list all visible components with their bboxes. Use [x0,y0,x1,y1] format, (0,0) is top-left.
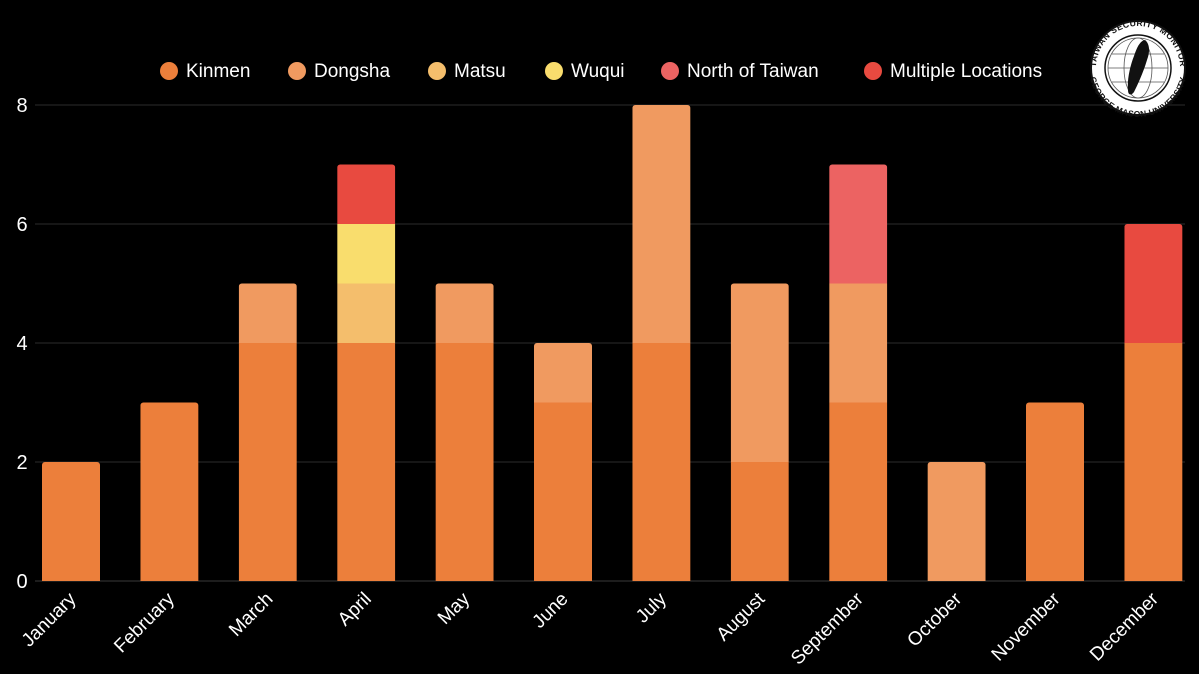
bar-segment-kinmen [632,343,691,581]
bar-stack-may [435,283,494,581]
bar-segment-kinmen [238,343,297,581]
bar-stack-september [829,164,888,581]
x-axis-labels: January February March April May June July Augu… [18,588,1164,669]
bar-stack-november [1026,402,1084,581]
bar-segment-north-of-taiwan [829,164,888,284]
taiwan-island-icon [1127,40,1150,95]
legend-swatch [288,62,306,80]
x-category-label: July [632,588,671,627]
legend-label: Kinmen [186,61,250,82]
bar-segment-matsu [337,283,396,343]
bar-segment-multiple-locations [1124,224,1183,343]
legend-swatch [661,62,679,80]
x-category-label: February [110,588,179,657]
bar-segment-kinmen [1124,343,1183,581]
legend-swatch [545,62,563,80]
bar-stack-march [238,283,297,581]
bar-segment-dongsha [829,283,888,403]
bar-segment-kinmen [534,402,592,581]
legend-label: Dongsha [314,61,390,82]
legend-label: Wuqui [571,61,625,82]
x-category-label: June [529,589,573,633]
y-tick-label: 8 [16,95,27,117]
bar-segment-multiple-locations [337,164,396,224]
taiwan-security-monitor-seal: TAIWAN SECURITY MONITOR GEORGE MASON UNI… [1088,18,1188,119]
x-category-label: August [713,588,770,645]
bar-segment-dongsha [435,283,494,343]
legend-swatch [160,62,178,80]
bar-segment-kinmen [1026,402,1084,581]
bar-segment-kinmen [730,462,789,581]
legend-label: Multiple Locations [890,61,1042,82]
globe-icon [1107,37,1169,99]
bar-segment-kinmen [829,402,888,581]
legend-label: Matsu [454,61,506,82]
bar-segment-kinmen [337,343,396,581]
x-category-label: October [903,588,966,651]
bar-segment-dongsha [730,283,789,462]
bar-stack-july [632,105,691,581]
x-category-label: March [225,589,277,641]
y-axis-ticks: 0 2 4 6 8 [16,95,27,593]
legend-swatch [864,62,882,80]
bar-segment-kinmen [42,462,100,581]
grid-lines [35,104,1185,582]
y-tick-label: 6 [16,214,27,236]
bar-segment-kinmen [435,343,494,581]
x-category-label: May [434,588,475,629]
x-category-label: September [787,588,868,669]
bar-segment-kinmen [140,402,199,581]
bar-stack-august [730,283,789,581]
bar-stack-june [534,343,592,581]
y-tick-label: 2 [16,452,27,474]
bar-stack-october [927,462,986,581]
x-category-label: November [988,588,1065,665]
y-tick-label: 4 [16,333,27,355]
legend: Kinmen Dongsha Matsu Wuqui North of Taiwan Mu… [160,61,1042,82]
x-category-label: December [1086,588,1163,665]
bar-stack-january [42,462,100,581]
y-tick-label: 0 [16,571,27,593]
bar-stack-december [1124,224,1183,581]
x-category-label: January [18,588,81,651]
bar-stack-april [337,164,396,581]
x-category-label: April [334,589,376,631]
bar-segment-dongsha [927,462,986,581]
legend-label: North of Taiwan [687,61,819,82]
legend-swatch [428,62,446,80]
bar-segment-dongsha [632,105,691,343]
bar-segment-dongsha [238,283,297,343]
bar-stack-february [140,402,199,581]
bar-segment-wuqui [337,224,396,284]
bars [42,105,1183,581]
bar-segment-dongsha [534,343,592,403]
